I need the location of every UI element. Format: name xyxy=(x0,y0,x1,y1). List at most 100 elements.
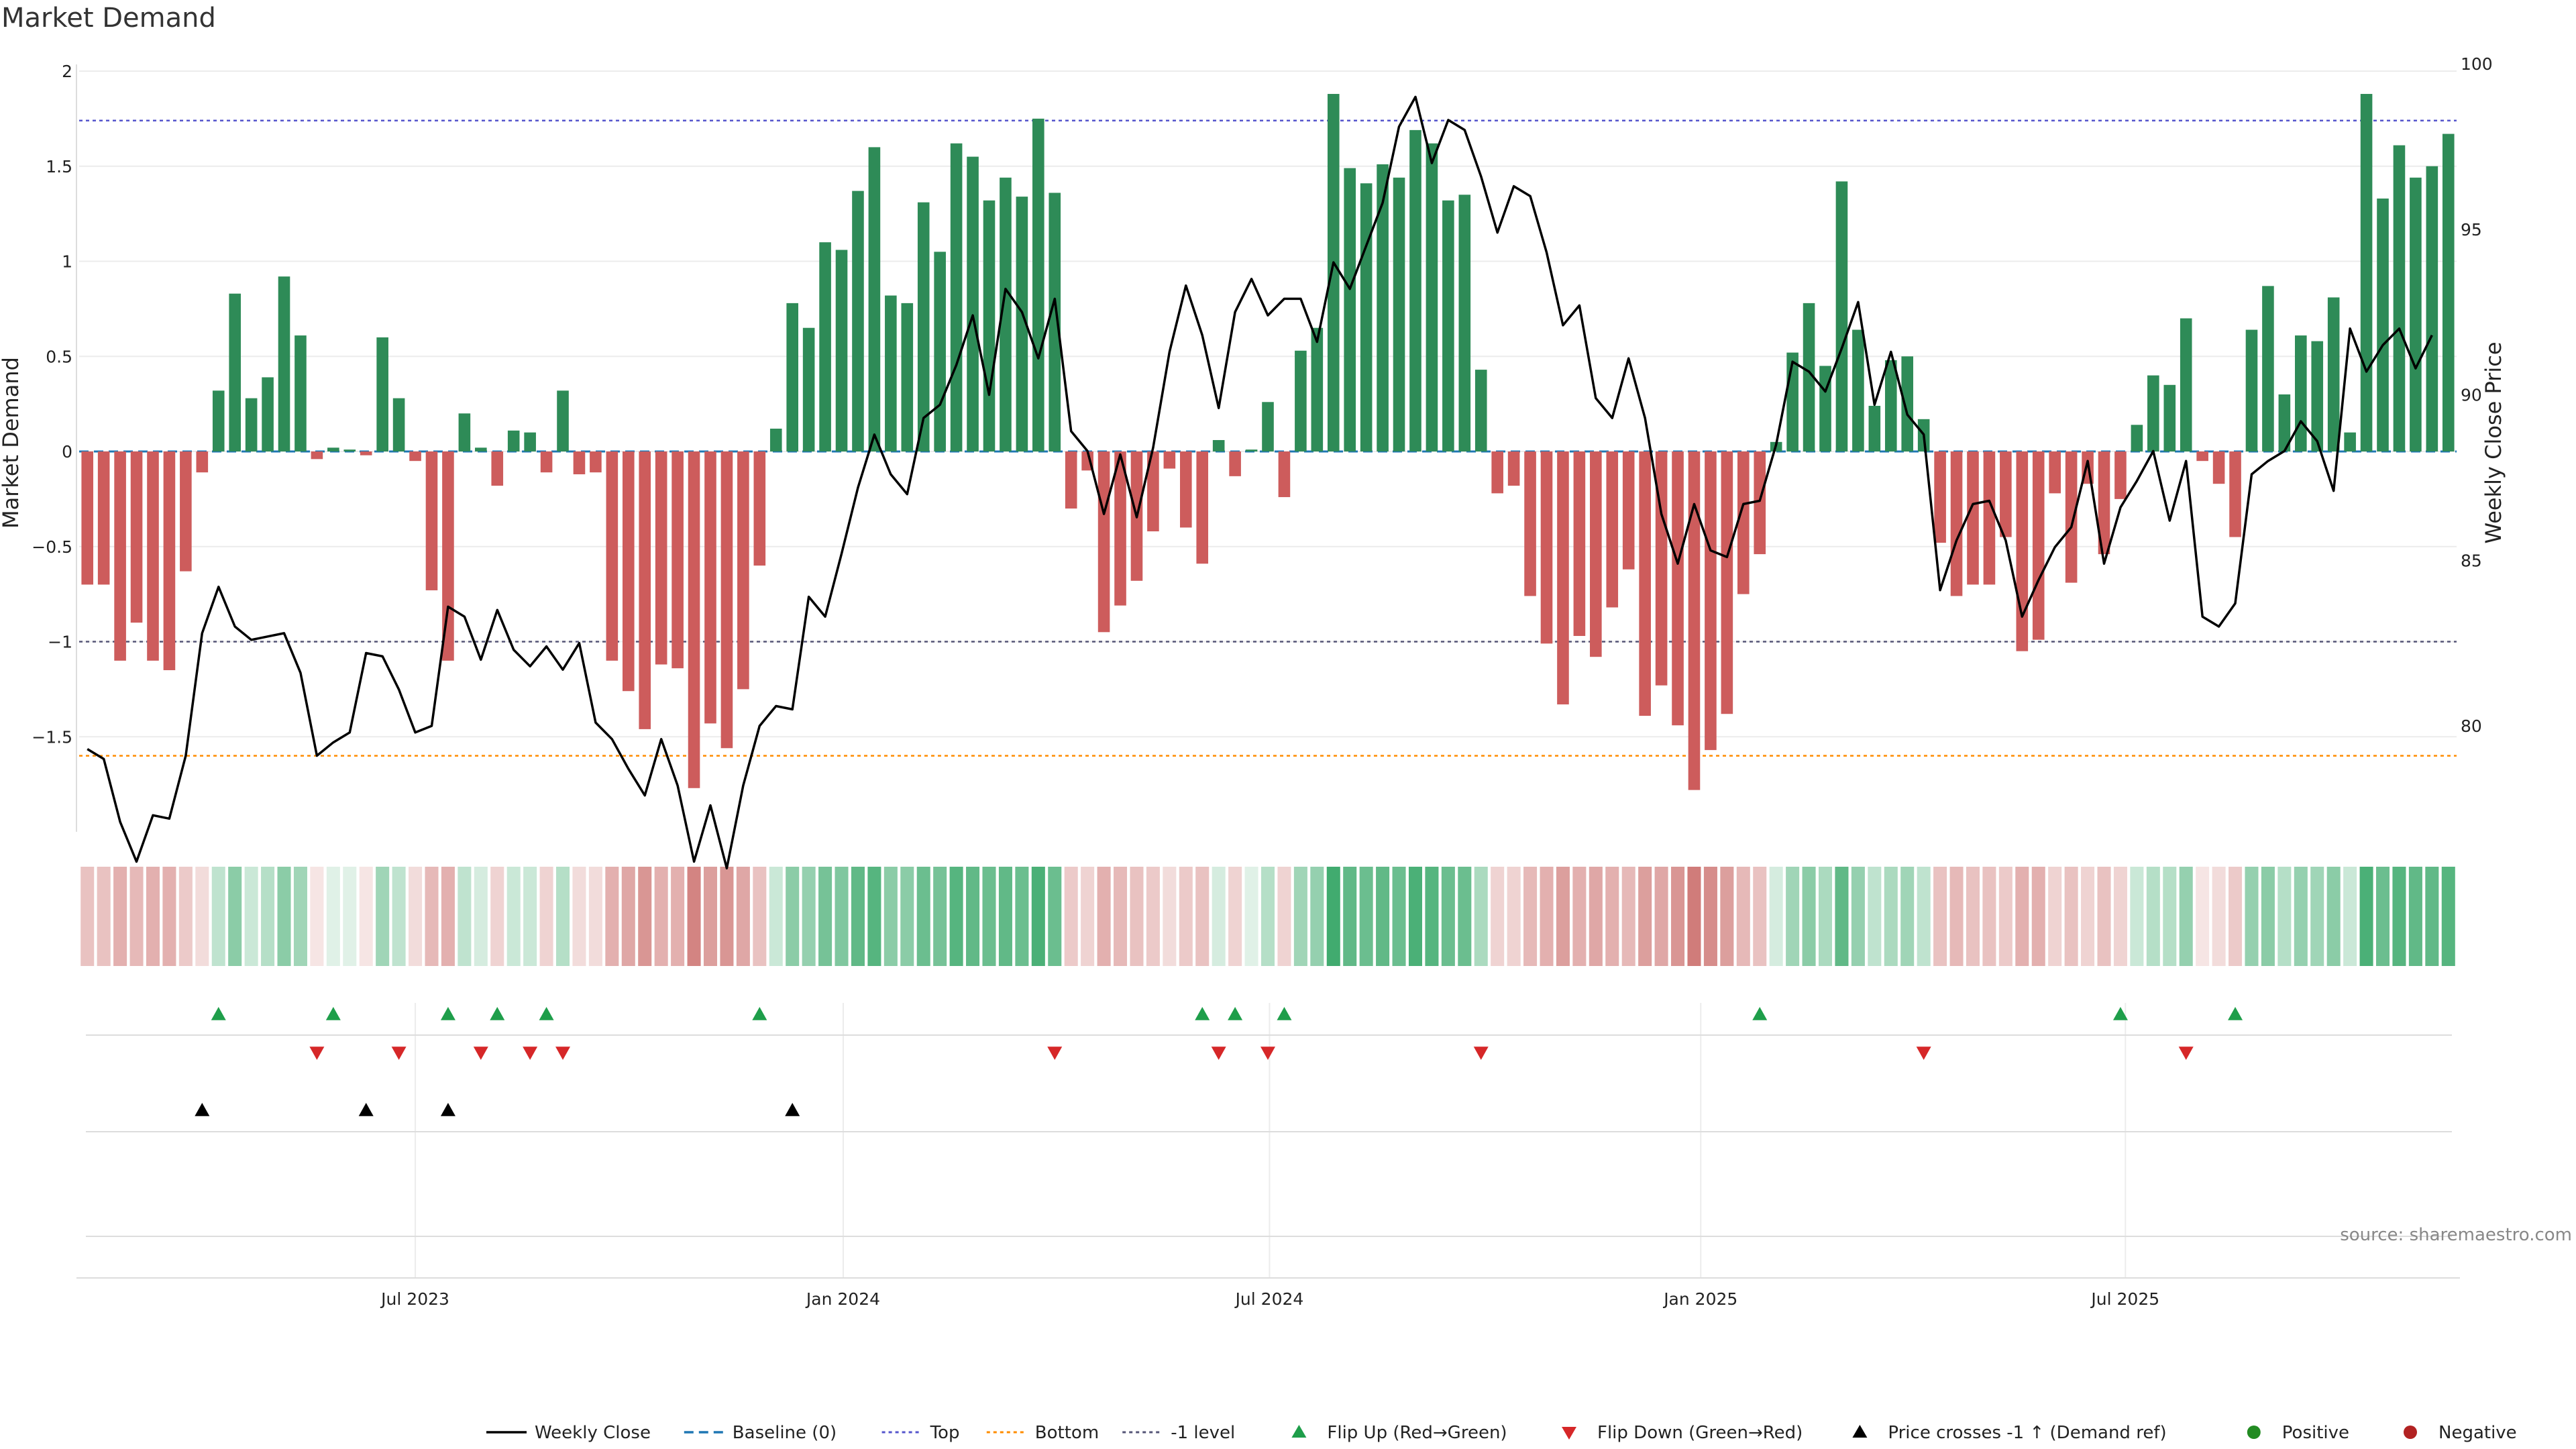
demand-bar xyxy=(2393,145,2406,451)
flip-up-marker xyxy=(211,1007,226,1020)
heat-cell xyxy=(1753,867,1767,966)
heat-cell xyxy=(1884,867,1898,966)
heat-cell xyxy=(1064,867,1078,966)
weekly-close-line xyxy=(87,95,2433,870)
heat-cell xyxy=(1818,867,1833,966)
demand-bar xyxy=(1754,451,1766,555)
demand-bar xyxy=(1295,350,1307,451)
heat-cell xyxy=(523,867,537,966)
demand-bar xyxy=(2278,394,2291,451)
heat-cell xyxy=(555,867,570,966)
legend-swatch-flip-down xyxy=(1562,1427,1576,1440)
demand-bar xyxy=(868,147,881,451)
legend-label: -1 level xyxy=(1171,1423,1235,1443)
heat-cell xyxy=(162,867,176,966)
demand-bar xyxy=(983,200,996,451)
demand-bar xyxy=(1049,193,1061,451)
left-tick-label: 0 xyxy=(62,442,72,462)
demand-bar xyxy=(475,447,487,451)
demand-bar xyxy=(1032,118,1044,451)
left-tick-label: −1.5 xyxy=(32,727,72,747)
heat-cell xyxy=(2277,867,2292,966)
heat-cell xyxy=(310,867,324,966)
heat-cell xyxy=(1031,867,1045,966)
demand-bar xyxy=(392,398,405,451)
demand-bar xyxy=(950,143,963,452)
heat-cell xyxy=(1163,867,1177,966)
demand-bar xyxy=(409,451,421,462)
demand-bar xyxy=(1311,327,1324,451)
chart-title: Market Demand xyxy=(1,3,216,34)
demand-bar xyxy=(2212,451,2225,484)
demand-bar xyxy=(1442,200,1454,451)
heat-cell xyxy=(1491,867,1505,966)
heat-cell xyxy=(1359,867,1373,966)
demand-bar xyxy=(1196,451,1209,564)
heat-cell xyxy=(326,867,340,966)
demand-bar xyxy=(2065,451,2078,583)
demand-bar xyxy=(1163,451,1176,469)
flip-down-marker xyxy=(523,1046,538,1060)
flip-down-marker xyxy=(1211,1046,1226,1060)
heat-cell xyxy=(1195,867,1210,966)
demand-bar xyxy=(2114,451,2127,499)
legend-swatch-flip-up xyxy=(1291,1425,1307,1438)
demand-bar xyxy=(2410,177,2422,451)
heat-cell xyxy=(1933,867,1947,966)
demand-bar xyxy=(1458,195,1471,451)
flip-up-marker xyxy=(490,1007,505,1020)
heat-cell xyxy=(2425,867,2439,966)
heat-cell xyxy=(1605,867,1619,966)
demand-bar xyxy=(753,451,766,566)
demand-bar xyxy=(1491,451,1503,494)
demand-bar xyxy=(425,451,438,590)
heat-cell xyxy=(851,867,865,966)
right-tick-label: 80 xyxy=(2461,716,2482,736)
demand-bar xyxy=(786,303,798,451)
demand-bar xyxy=(2344,432,2356,451)
demand-bar xyxy=(1573,451,1586,636)
heat-cell xyxy=(1408,867,1422,966)
legend-item: Top xyxy=(881,1423,959,1443)
demand-bar xyxy=(1245,449,1258,451)
demand-heat-strip xyxy=(80,867,2455,966)
demand-bar xyxy=(2180,318,2192,451)
price-cross-marker xyxy=(358,1103,374,1116)
heat-cell xyxy=(113,867,127,966)
heat-cell xyxy=(900,867,914,966)
heat-cell xyxy=(293,867,307,966)
heat-cell xyxy=(1556,867,1570,966)
heat-cell xyxy=(441,867,455,966)
heat-cell xyxy=(80,867,95,966)
right-tick-label: 90 xyxy=(2461,386,2482,405)
heat-cell xyxy=(1260,867,1275,966)
grid-lines xyxy=(79,70,2457,1278)
heat-cell xyxy=(1900,867,1915,966)
heat-cell xyxy=(539,867,553,966)
demand-bar xyxy=(458,413,471,451)
demand-bar xyxy=(229,293,241,451)
heat-cell xyxy=(2196,867,2210,966)
demand-bar xyxy=(802,327,815,451)
demand-bar xyxy=(1737,451,1750,594)
right-tick-label: 100 xyxy=(2461,54,2493,74)
demand-bar xyxy=(2131,425,2143,451)
heat-cell xyxy=(654,867,668,966)
heat-cell xyxy=(211,867,225,966)
left-tick-label: −1 xyxy=(48,633,72,652)
heat-cell xyxy=(2310,867,2324,966)
heat-cell xyxy=(2113,867,2127,966)
heat-cell xyxy=(1130,867,1144,966)
heat-cell xyxy=(1638,867,1652,966)
demand-bar xyxy=(1557,451,1569,705)
legend-label: Positive xyxy=(2282,1423,2349,1443)
legend-swatch-positive xyxy=(2247,1426,2261,1439)
heat-cell xyxy=(2064,867,2078,966)
demand-bar xyxy=(2311,341,2324,451)
heat-cell xyxy=(1949,867,1964,966)
flip-up-marker xyxy=(1752,1007,1768,1020)
demand-bar xyxy=(1016,197,1028,451)
heat-cell xyxy=(769,867,783,966)
heat-cell xyxy=(1015,867,1029,966)
heat-cell xyxy=(1474,867,1488,966)
